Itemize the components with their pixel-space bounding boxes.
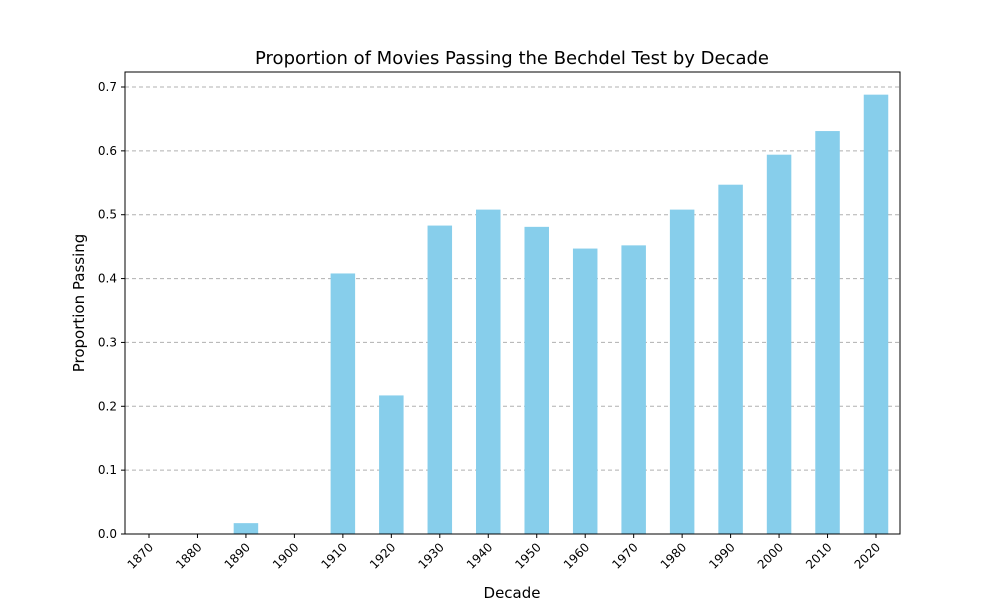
- y-tick-label: 0.5: [98, 208, 117, 222]
- x-tick-label: 1980: [658, 540, 689, 571]
- y-tick-label: 0.4: [98, 272, 117, 286]
- bar-2000: [766, 154, 792, 534]
- bar-1920: [379, 395, 404, 534]
- bar-1890: [233, 523, 259, 534]
- x-tick-label: 1970: [609, 540, 640, 571]
- bar-1990: [718, 184, 743, 535]
- plot-frame: [124, 71, 901, 535]
- x-tick-label: 2010: [803, 540, 834, 571]
- x-tick-label: 1900: [270, 540, 301, 571]
- y-tick-label: 0.1: [98, 463, 117, 477]
- x-tick-label: 1910: [318, 540, 349, 571]
- x-tick-label: 2020: [852, 540, 883, 571]
- y-tick-label: 0.7: [98, 80, 117, 94]
- x-axis-ticks: 1870 1880 1890 1900 1910 1920 1930 1940 1950 1960…: [125, 534, 883, 572]
- grid-lines: [125, 86, 900, 471]
- bar-1960: [572, 248, 598, 534]
- x-tick-label: 2000: [755, 540, 786, 571]
- x-tick-label: 1880: [173, 540, 204, 571]
- x-tick-label: 1920: [367, 540, 398, 571]
- x-tick-label: 1940: [464, 540, 495, 571]
- y-tick-label: 0.2: [98, 399, 117, 413]
- bar-2010: [815, 131, 840, 534]
- x-tick-label: 1950: [512, 540, 543, 571]
- bar-1970: [621, 245, 646, 534]
- x-tick-label: 1870: [125, 540, 156, 571]
- y-tick-label: 0.3: [98, 335, 117, 349]
- x-tick-label: 1890: [222, 540, 253, 571]
- x-tick-label: 1960: [561, 540, 592, 571]
- bar-1950: [524, 226, 549, 534]
- chart-title: Proportion of Movies Passing the Bechdel…: [255, 48, 769, 69]
- x-tick-label: 1990: [706, 540, 737, 571]
- bar-2020: [863, 94, 889, 535]
- y-tick-label: 0.0: [98, 527, 117, 541]
- bar-1980: [669, 209, 695, 534]
- y-axis-ticks: 0.0 0.1 0.2 0.3 0.4 0.5 0.6 0.7: [98, 80, 125, 541]
- bar-1930: [427, 225, 453, 534]
- bars: [233, 94, 889, 535]
- x-tick-label: 1930: [415, 540, 446, 571]
- y-axis-label: Proportion Passing: [70, 234, 88, 373]
- x-axis-label: Decade: [484, 584, 541, 600]
- bar-1910: [330, 273, 356, 534]
- y-tick-label: 0.6: [98, 144, 117, 158]
- bar-1940: [476, 209, 501, 534]
